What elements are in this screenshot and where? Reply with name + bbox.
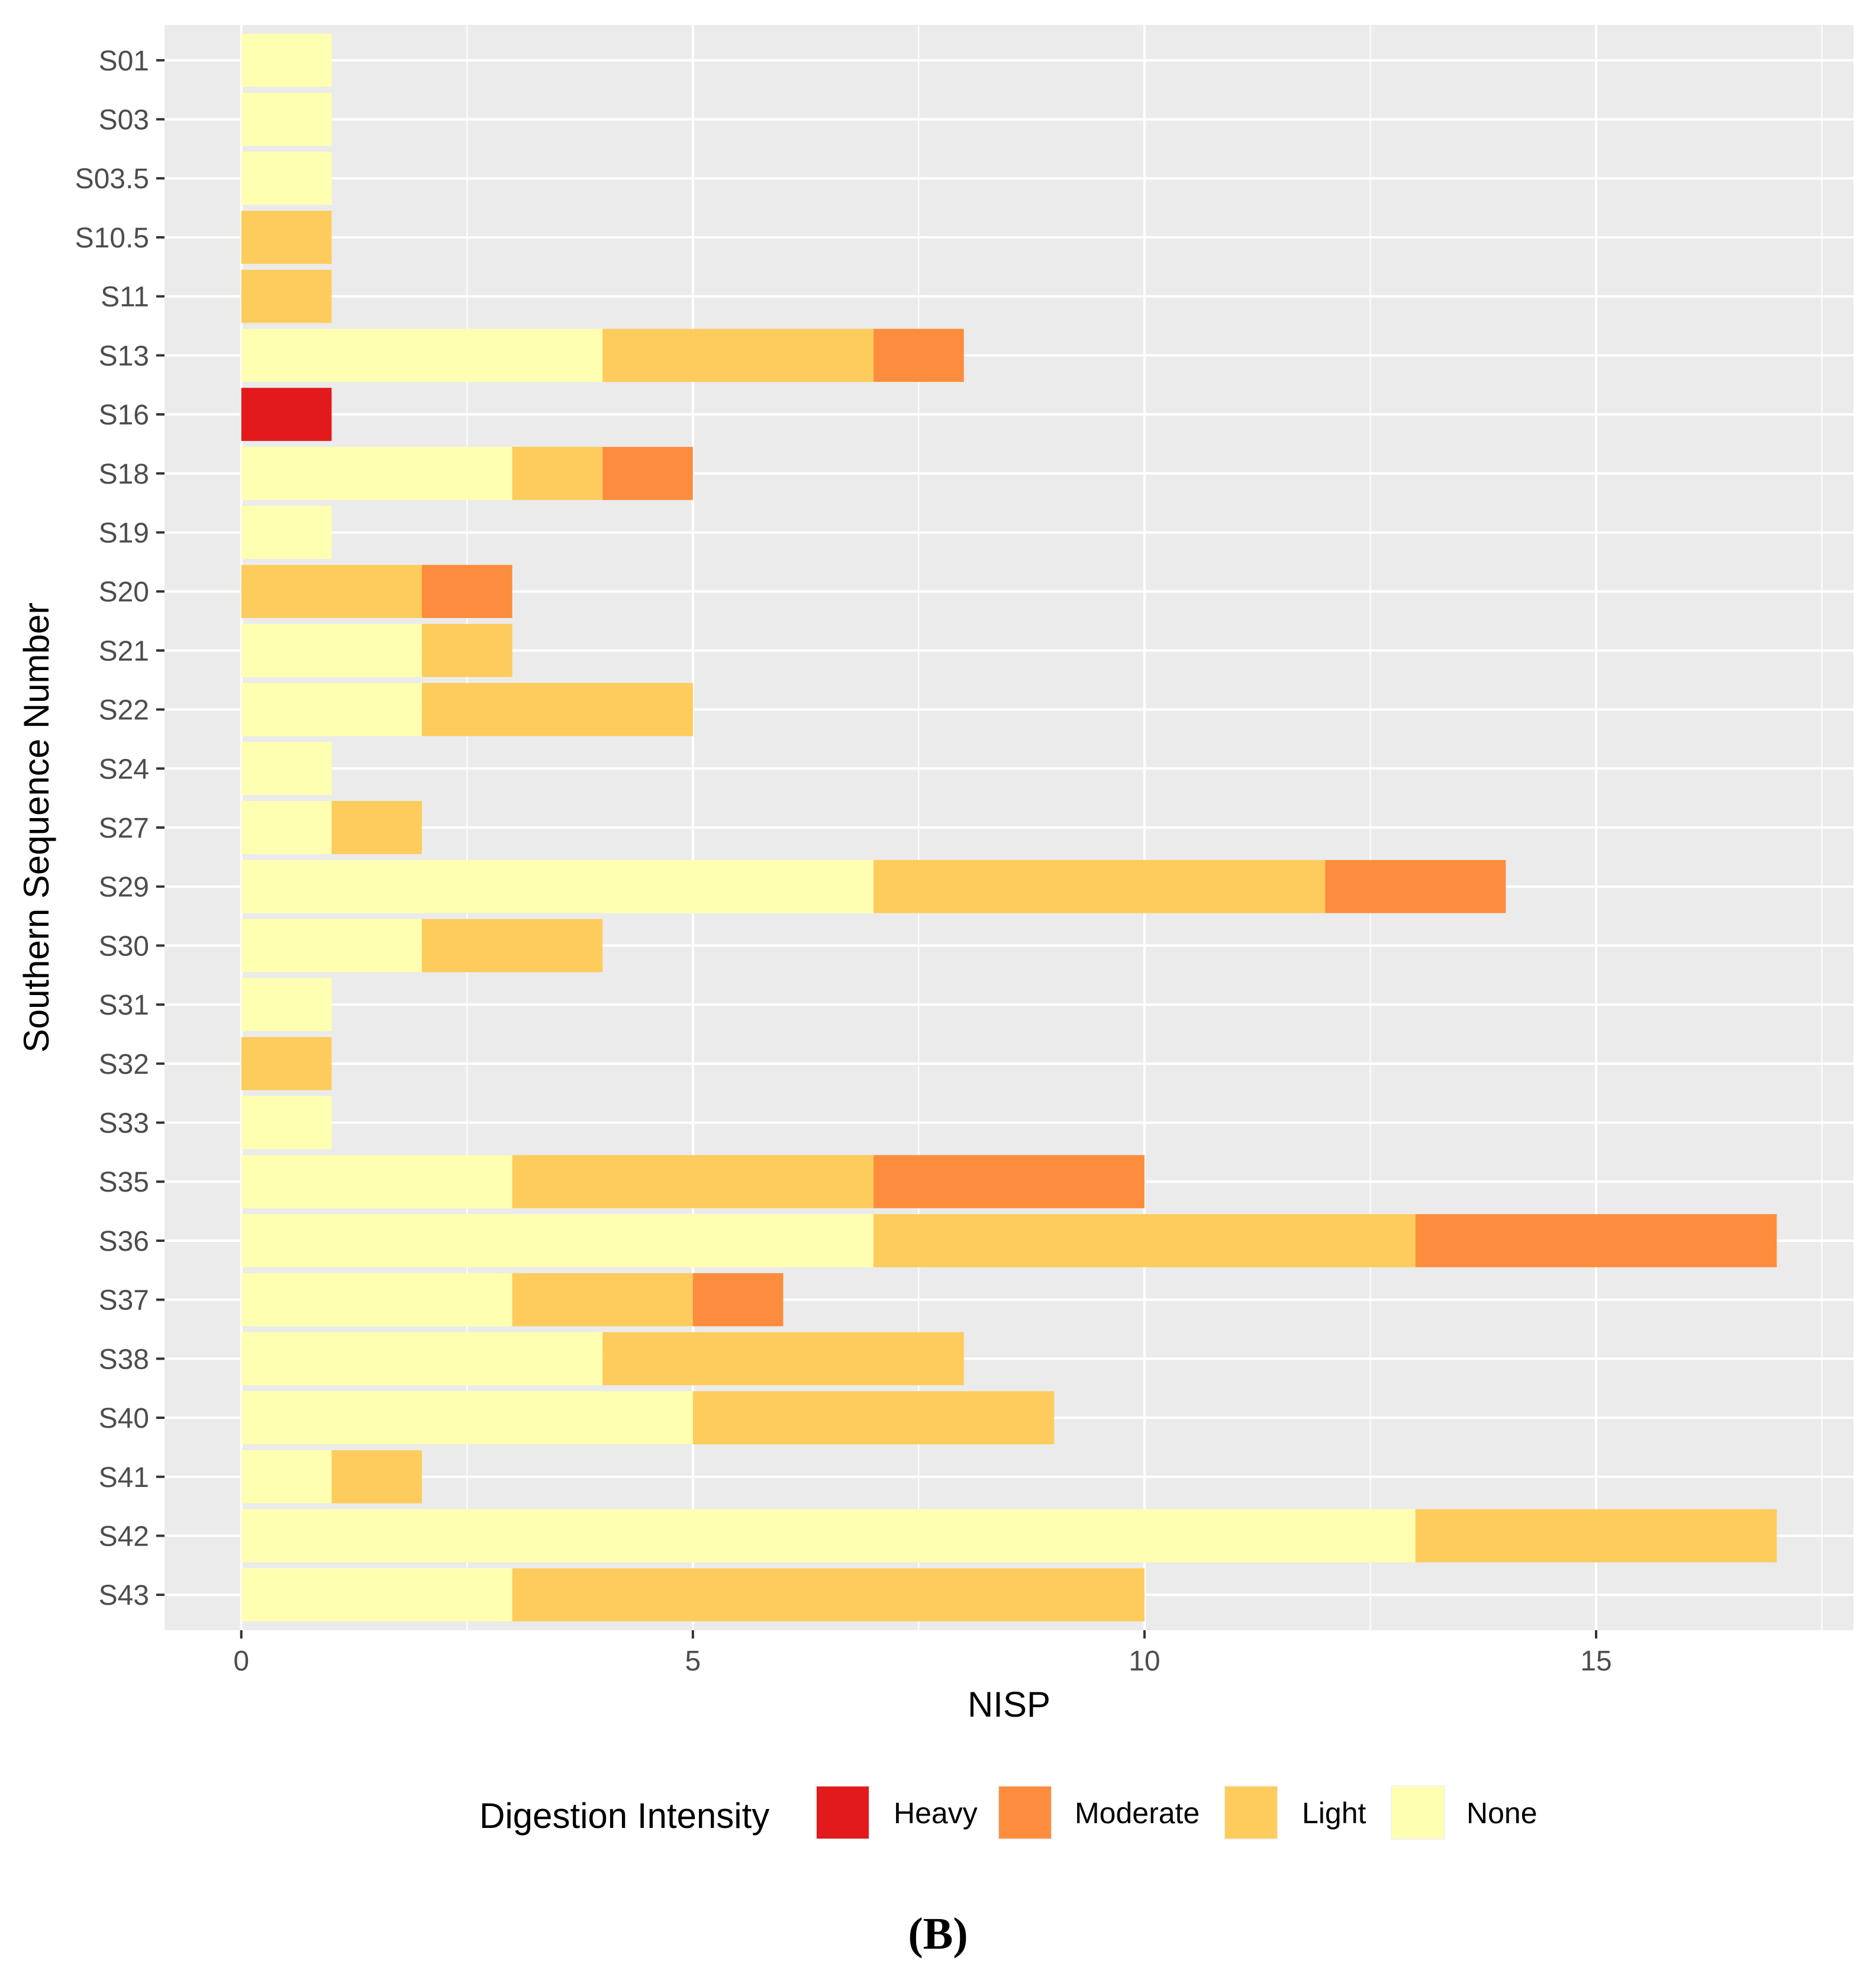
bar-moderate-s20	[421, 565, 512, 619]
y-tick-label: S20	[99, 577, 149, 608]
y-tick-label: S03	[99, 105, 149, 136]
y-tick-label: S30	[99, 931, 149, 962]
bar-moderate-s37	[692, 1273, 784, 1327]
legend-key-none	[1392, 1786, 1444, 1839]
bar-light-s20	[241, 565, 422, 619]
y-tick-label: S31	[99, 990, 149, 1021]
y-tick-label: S41	[99, 1462, 149, 1493]
bar-none-s03.5	[241, 152, 332, 205]
bar-none-s21	[241, 624, 422, 677]
y-tick-label: S32	[99, 1049, 149, 1080]
bar-none-s37	[241, 1273, 512, 1327]
bar-light-s38	[602, 1332, 964, 1386]
x-tick-label: 10	[1129, 1646, 1160, 1677]
bar-moderate-s36	[1415, 1214, 1777, 1267]
y-axis-ticks: S01 S03 S03.5 S10.5 S11 S13 S16 S18 S19 S20 S21 S22…	[75, 46, 165, 1611]
bar-none-s22	[241, 683, 422, 736]
bar-moderate-s29	[1325, 860, 1506, 913]
y-tick-label: S37	[99, 1285, 149, 1316]
bar-none-s33	[241, 1096, 332, 1150]
y-tick-label: S11	[101, 282, 149, 313]
bar-none-s36	[241, 1214, 874, 1267]
legend-label-light: Light	[1302, 1797, 1366, 1830]
bar-none-s41	[241, 1450, 332, 1504]
legend-key-moderate	[999, 1786, 1051, 1839]
bar-none-s38	[241, 1332, 603, 1386]
y-tick-label: S29	[99, 872, 149, 903]
y-tick-label: S24	[99, 754, 149, 785]
legend: Digestion Intensity Heavy Moderate Light No…	[479, 1785, 1537, 1840]
bar-light-s35	[512, 1155, 874, 1209]
bar-none-s43	[241, 1568, 512, 1622]
bar-light-s21	[421, 624, 512, 677]
bar-none-s24	[241, 742, 332, 796]
bar-none-s27	[241, 801, 332, 854]
y-tick-label: S35	[99, 1167, 149, 1198]
y-axis-title: Southern Sequence Number	[17, 603, 56, 1053]
bar-none-s03	[241, 92, 332, 146]
bar-light-s27	[331, 801, 422, 854]
y-tick-label: S16	[99, 400, 149, 431]
bar-light-s30	[421, 919, 603, 973]
x-tick-label: 5	[685, 1646, 701, 1677]
x-axis-ticks: 0 5 10 15	[233, 1630, 1612, 1677]
y-tick-label: S19	[99, 517, 149, 549]
bar-light-s36	[873, 1214, 1416, 1267]
legend-label-heavy: Heavy	[894, 1797, 978, 1830]
x-tick-label: 15	[1580, 1646, 1611, 1677]
bar-light-s13	[602, 329, 874, 382]
y-tick-label: S10.5	[75, 223, 149, 254]
legend-key-heavy	[817, 1786, 869, 1839]
y-tick-label: S18	[99, 459, 149, 490]
bar-none-s40	[241, 1391, 693, 1444]
bar-none-s01	[241, 33, 332, 87]
y-tick-label: S36	[99, 1226, 149, 1257]
y-tick-label: S42	[99, 1521, 149, 1552]
y-tick-label: S03.5	[75, 163, 149, 195]
bar-light-s18	[512, 446, 603, 500]
bar-none-s42	[241, 1509, 1416, 1563]
bar-light-s40	[692, 1391, 1055, 1444]
legend-label-moderate: Moderate	[1075, 1797, 1200, 1830]
bar-none-s19	[241, 506, 332, 559]
bar-light-s22	[421, 683, 693, 736]
bar-moderate-s13	[873, 329, 964, 382]
bar-light-s41	[331, 1450, 422, 1504]
major-gridlines	[165, 25, 1854, 1630]
x-axis-title: NISP	[968, 1685, 1050, 1724]
y-tick-label: S43	[99, 1580, 149, 1611]
y-tick-label: S22	[99, 695, 149, 726]
legend-title: Digestion Intensity	[479, 1796, 769, 1836]
bar-light-s32	[241, 1036, 332, 1090]
y-tick-label: S27	[99, 813, 149, 844]
y-tick-label: S40	[99, 1403, 149, 1434]
bar-light-s10.5	[241, 211, 332, 264]
bar-none-s18	[241, 446, 512, 500]
y-tick-label: S38	[99, 1344, 149, 1375]
x-tick-label: 0	[233, 1646, 249, 1677]
y-tick-label: S33	[99, 1108, 149, 1139]
legend-label-none: None	[1466, 1797, 1537, 1830]
bar-moderate-s18	[602, 446, 693, 500]
bar-light-s37	[512, 1273, 693, 1327]
bar-light-s29	[873, 860, 1326, 913]
bar-light-s42	[1415, 1509, 1777, 1563]
y-tick-label: S01	[99, 46, 149, 77]
legend-key-light	[1225, 1786, 1277, 1839]
bar-none-s29	[241, 860, 874, 913]
y-tick-label: S21	[99, 636, 149, 667]
bar-light-s43	[512, 1568, 1145, 1622]
panel-label: (B)	[908, 1909, 968, 1959]
bar-none-s30	[241, 919, 422, 973]
y-tick-label: S13	[99, 340, 149, 372]
bars	[241, 33, 1777, 1622]
bar-none-s35	[241, 1155, 512, 1209]
bar-light-s11	[241, 269, 332, 323]
bar-none-s31	[241, 978, 332, 1031]
bar-heavy-s16	[241, 388, 332, 441]
bar-moderate-s35	[873, 1155, 1145, 1209]
bar-none-s13	[241, 329, 603, 382]
